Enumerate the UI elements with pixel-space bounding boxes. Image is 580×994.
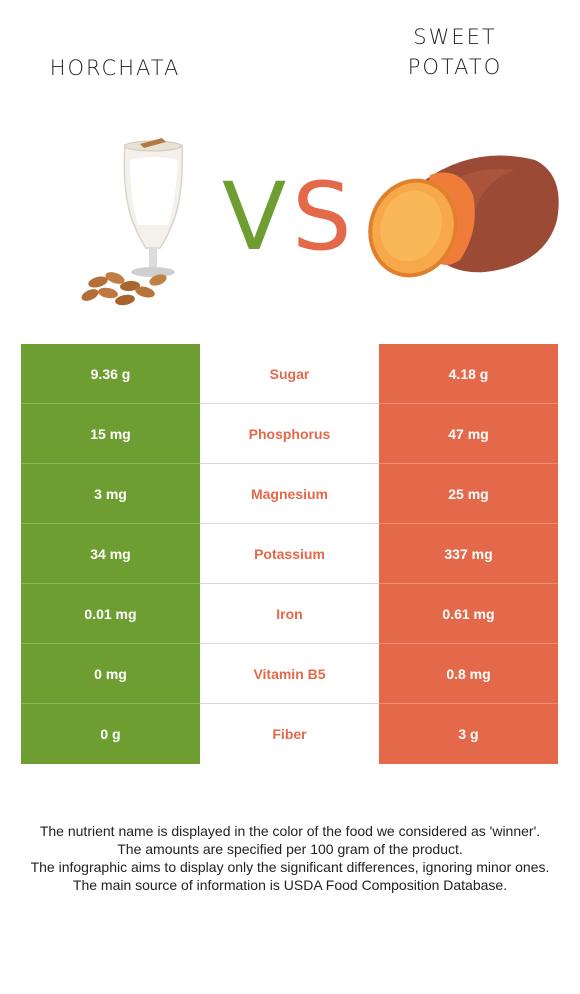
left-value: 34 mg [21,524,200,584]
nutrient-table: 9.36 g Sugar 4.18 g 15 mg Phosphorus 47 mg 3 m… [21,344,558,764]
right-food-title: SWEET POTATO [360,22,550,82]
left-value: 0.01 mg [21,584,200,644]
right-value: 337 mg [379,524,558,584]
left-value: 3 mg [21,464,200,524]
footnote-line: The infographic aims to display only the… [30,859,550,875]
footnote-line: The main source of information is USDA F… [72,877,508,893]
left-value: 15 mg [21,404,200,464]
nutrient-row: 15 mg Phosphorus 47 mg [21,404,558,464]
vs-letter-s: S [292,163,352,272]
left-value: 0 mg [21,644,200,704]
footnote-line: The nutrient name is displayed in the co… [39,823,541,839]
nutrient-name: Magnesium [200,464,379,524]
right-value: 25 mg [379,464,558,524]
nutrient-name: Phosphorus [200,404,379,464]
left-food-title: HORCHATA [49,56,181,80]
right-food-title-line2: POTATO [407,55,503,79]
right-value: 3 g [379,704,558,764]
nutrient-row: 0 g Fiber 3 g [21,704,558,764]
right-value: 4.18 g [379,344,558,404]
footnote-line: The amounts are specified per 100 gram o… [117,841,463,857]
right-value: 47 mg [379,404,558,464]
nutrient-name: Potassium [200,524,379,584]
left-value: 0 g [21,704,200,764]
nutrient-row: 9.36 g Sugar 4.18 g [21,344,558,404]
left-value: 9.36 g [21,344,200,404]
nutrient-row: 3 mg Magnesium 25 mg [21,464,558,524]
sweet-potato-image [368,155,559,278]
nutrient-name: Iron [200,584,379,644]
nutrient-row: 0.01 mg Iron 0.61 mg [21,584,558,644]
nutrient-name: Fiber [200,704,379,764]
nutrient-row: 0 mg Vitamin B5 0.8 mg [21,644,558,704]
horchata-image [81,138,184,306]
right-food-title-line1: SWEET [413,25,497,49]
vs-letter-v: V [222,163,287,272]
right-value: 0.61 mg [379,584,558,644]
nutrient-row: 34 mg Potassium 337 mg [21,524,558,584]
nutrient-name: Sugar [200,344,379,404]
nutrient-name: Vitamin B5 [200,644,379,704]
footnote: The nutrient name is displayed in the co… [20,822,560,894]
right-value: 0.8 mg [379,644,558,704]
